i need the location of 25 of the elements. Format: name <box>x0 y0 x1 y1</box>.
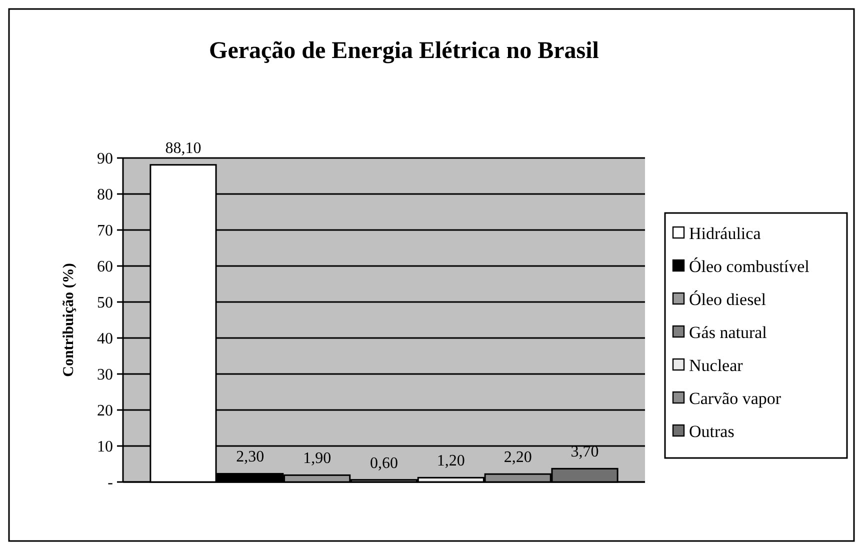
legend-label: Gás natural <box>689 322 768 342</box>
legend-label: Óleo combustível <box>689 256 810 276</box>
y-tick-label: 40 <box>97 330 113 348</box>
legend-label: Óleo diesel <box>689 290 766 309</box>
y-tick-label: 60 <box>97 258 113 276</box>
y-tick-label: 20 <box>97 402 113 420</box>
y-tick-label: 90 <box>97 150 113 168</box>
y-tick-label: 80 <box>97 186 113 204</box>
data-label: 2,30 <box>236 448 264 466</box>
y-tick-label: 50 <box>97 294 113 312</box>
data-label: 0,60 <box>370 454 398 472</box>
data-label: 1,90 <box>303 450 332 468</box>
y-tick-label: 30 <box>97 366 113 384</box>
legend-label: Carvão vapor <box>689 388 782 408</box>
y-tick-label: 10 <box>97 438 113 456</box>
y-axis-title: Contribuição (%) <box>61 263 77 377</box>
data-label: 1,20 <box>436 452 465 470</box>
legend-label: Outras <box>689 422 734 441</box>
data-label: 88,10 <box>165 140 202 157</box>
legend-label: Nuclear <box>689 356 744 375</box>
y-tick-label: 70 <box>97 222 113 240</box>
data-label: 2,20 <box>504 449 532 466</box>
chart-title: Geração de Energia Elétrica no Brasil <box>209 38 600 64</box>
legend-label: Hidráulica <box>689 224 762 243</box>
y-tick-label: - <box>108 474 113 492</box>
